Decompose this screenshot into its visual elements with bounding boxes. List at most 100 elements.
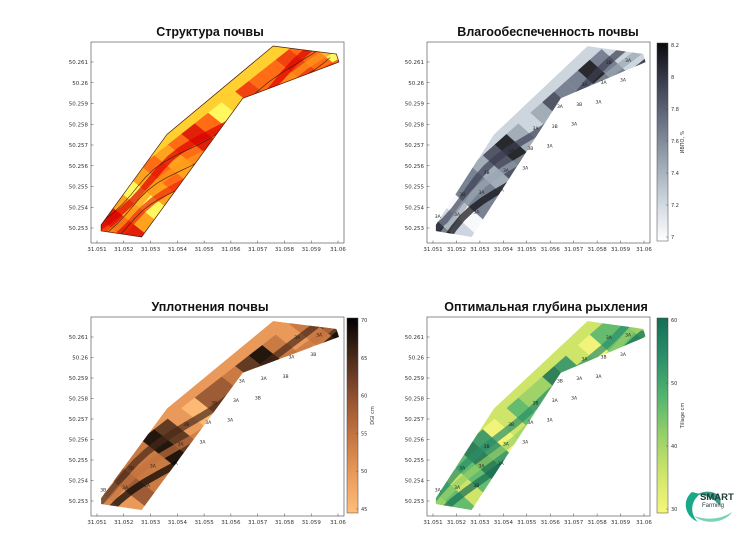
sample-point-label: 3A (596, 99, 603, 105)
colorbar-tick-label: 55 (361, 431, 367, 437)
sample-point-label: 3A (571, 396, 578, 402)
x-tick-label: 31.056 (221, 520, 241, 526)
y-tick-label: 50.261 (405, 60, 424, 66)
sample-point-label: 3B (484, 444, 490, 450)
x-tick-label: 31.051 (87, 520, 106, 526)
sample-point-label: 3A (571, 122, 578, 128)
x-tick-label: 31.053 (141, 520, 161, 526)
colorbar-tick-label: 40 (671, 444, 677, 450)
y-tick-label: 50.258 (405, 122, 425, 128)
sample-point-label: 3A (522, 439, 529, 445)
colorbar-tick-label: 45 (361, 507, 367, 513)
plot-frame (90, 41, 345, 244)
sample-point-label: 3A (435, 214, 442, 220)
sample-point-label: 3B (100, 487, 106, 493)
y-tick-label: 50.26 (72, 81, 88, 87)
x-tick-label: 31.054 (168, 247, 188, 253)
sample-point-label: 3B (484, 170, 490, 176)
y-tick-label: 50.254 (405, 205, 425, 211)
heatmap-streak (101, 320, 332, 507)
x-tick-label: 31.054 (168, 520, 188, 526)
sample-point-label: 3A (205, 420, 212, 426)
sample-point-label: 3A (172, 461, 179, 467)
sample-point-label: 3A (435, 487, 442, 493)
sample-point-label: 3A (625, 333, 632, 339)
y-tick-label: 50.254 (69, 205, 89, 211)
x-tick-label: 31.053 (470, 520, 490, 526)
sample-point-label: 3A (150, 463, 157, 469)
sample-point-label: 3B (557, 378, 563, 384)
y-tick-label: 50.257 (69, 417, 89, 423)
colorbar-tick-label: 60 (671, 318, 677, 324)
y-tick-label: 50.258 (69, 122, 89, 128)
colorbar-tick-label: 50 (671, 381, 677, 387)
colorbar (656, 42, 669, 242)
y-tick-label: 50.255 (69, 185, 89, 191)
y-tick-label: 50.256 (405, 438, 425, 444)
colorbar-tick-label: 7.2 (671, 203, 679, 209)
y-tick-label: 50.257 (405, 143, 425, 149)
y-tick-label: 50.255 (405, 185, 425, 191)
sample-point-label: 3A (503, 442, 510, 448)
sample-point-label: 3B (128, 466, 134, 472)
colorbar-tick-label: 60 (361, 394, 367, 400)
plot-frame (426, 316, 651, 517)
sample-point-label: 3A (239, 378, 246, 384)
sample-point-label: 3B (527, 146, 533, 152)
y-tick-label: 50.253 (405, 499, 425, 505)
chart-title: Влагообеспеченность почвы (457, 25, 639, 39)
smart-farming-logo: SMART Farming (680, 486, 742, 526)
colorbar-tick-label: 7.4 (671, 171, 679, 177)
x-tick-label: 31.057 (248, 520, 268, 526)
x-tick-label: 31.054 (494, 247, 514, 253)
y-tick-label: 50.261 (69, 60, 88, 66)
x-tick-label: 31.055 (517, 247, 537, 253)
sample-point-label: 3A (498, 188, 505, 194)
chart-title: Структура почвы (156, 25, 264, 39)
sample-point-label: 3A (294, 335, 301, 341)
y-tick-label: 50.257 (69, 143, 89, 149)
sample-point-label: 3A (473, 210, 480, 216)
x-tick-label: 31.059 (611, 520, 631, 526)
sample-point-label: 3A (503, 168, 510, 174)
sample-point-label: 3B (508, 422, 514, 428)
sample-point-label: 3A (261, 376, 268, 382)
sample-point-label: 3A (178, 442, 185, 448)
y-tick-label: 50.258 (405, 397, 425, 403)
plot-frame (426, 41, 651, 244)
sample-point-label: 3B (606, 60, 612, 66)
sample-point-label: 3A (199, 439, 206, 445)
colorbar-tick-label: 7 (671, 235, 674, 241)
x-tick-label: 31.052 (114, 247, 133, 253)
x-tick-label: 31.051 (423, 520, 442, 526)
colorbar-tick-label: 8 (671, 75, 674, 81)
y-tick-label: 50.254 (405, 479, 425, 485)
x-tick-label: 31.058 (587, 247, 607, 253)
sample-point-label: 3A (547, 417, 554, 423)
sample-point-label: 3A (620, 77, 627, 83)
x-tick-label: 31.06 (330, 520, 346, 526)
sample-point-label: 3B (576, 102, 582, 108)
y-tick-label: 50.259 (69, 102, 89, 108)
x-tick-label: 31.055 (194, 247, 214, 253)
sample-point-label: 3A (227, 417, 234, 423)
y-tick-label: 50.254 (69, 479, 89, 485)
sample-point-label: 3A (596, 374, 603, 380)
x-tick-label: 31.058 (275, 520, 295, 526)
y-tick-label: 50.26 (72, 356, 88, 362)
sample-point-label: 3A (606, 335, 613, 341)
x-tick-label: 31.054 (494, 520, 514, 526)
x-tick-label: 31.051 (87, 247, 106, 253)
sample-point-label: 3A (144, 483, 151, 489)
sample-point-label: 3A (527, 420, 534, 426)
y-tick-label: 50.256 (69, 438, 89, 444)
sample-point-label: 3A (498, 461, 505, 467)
x-tick-label: 31.052 (447, 247, 466, 253)
sample-point-label: 3A (522, 166, 529, 172)
heatmap-streak (101, 46, 324, 234)
y-tick-label: 50.253 (69, 499, 89, 505)
sample-point-label: 3A (479, 190, 486, 196)
x-tick-label: 31.055 (194, 520, 214, 526)
y-tick-label: 50.253 (405, 226, 425, 232)
